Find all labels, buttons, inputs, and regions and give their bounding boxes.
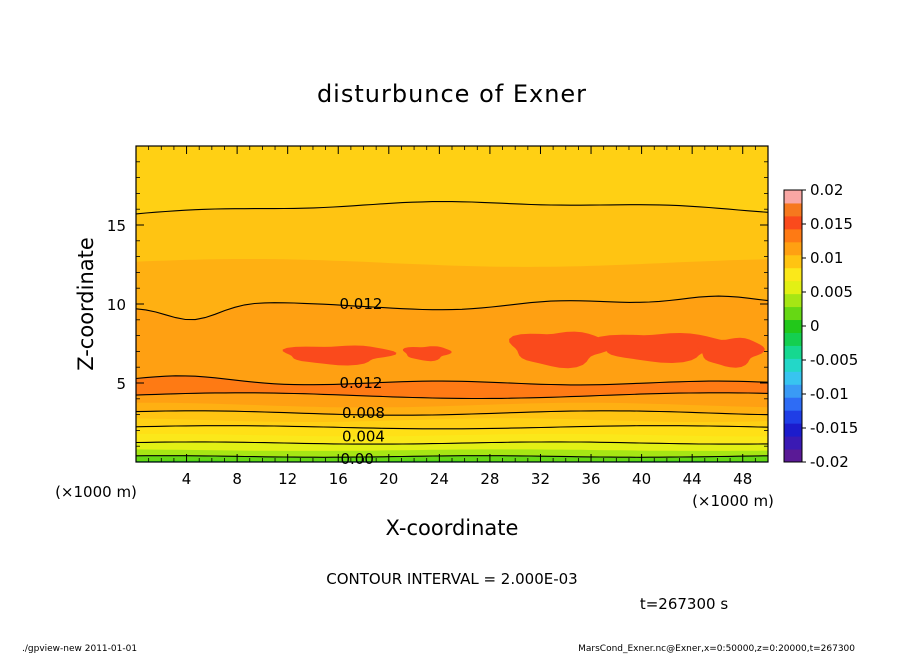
colorbar-tick-label: 0.02 — [810, 181, 843, 199]
contour-labels: 0.012 0.012 0.008 0.004 0.00 — [340, 295, 385, 468]
colorbar-tick-label: 0.01 — [810, 249, 843, 267]
contour-maximum-region — [509, 331, 613, 369]
colorbar-segment — [784, 215, 802, 230]
contour-label: 0.008 — [342, 404, 385, 422]
x-tick-label: 8 — [232, 470, 242, 488]
contour-line — [136, 455, 768, 458]
colorbar — [783, 189, 803, 463]
contour-label-text: 0.008 — [342, 404, 385, 422]
x-tick-label: 16 — [329, 470, 348, 488]
contour-label: 0.00 — [340, 450, 373, 468]
colorbar-segment — [784, 332, 802, 346]
colorbar-segment — [784, 397, 802, 411]
colorbar-segment — [784, 436, 802, 450]
contour-line — [136, 441, 768, 445]
y-tick-label: 15 — [107, 217, 126, 235]
contour-maximum-region — [282, 345, 397, 366]
colorbar-tick-label: -0.02 — [810, 453, 849, 471]
colorbar-segment — [784, 319, 802, 333]
contour-label: 0.012 — [340, 374, 383, 392]
contour-label-text: 0.004 — [342, 428, 385, 446]
colorbar-segment — [784, 410, 802, 424]
x-axis-label: X-coordinate — [386, 516, 519, 540]
colorbar-tick-label: -0.015 — [810, 419, 858, 437]
colorbar-segment — [784, 371, 802, 385]
colorbar-segment — [784, 228, 802, 243]
colorbar-segment — [784, 280, 802, 295]
chart-title: disturbunce of Exner — [317, 80, 587, 108]
x-tick-label: 48 — [733, 470, 752, 488]
contour-line — [136, 295, 768, 321]
colorbar-segment — [784, 358, 802, 372]
colorbar-segment — [784, 267, 802, 282]
contour-maximum-region — [697, 337, 765, 368]
contour-line — [136, 375, 768, 386]
colorbar-tick-label: 0.005 — [810, 283, 853, 301]
y-axis-label: Z-coordinate — [74, 237, 98, 371]
colorbar-segment — [784, 241, 802, 256]
x-tick-label: 40 — [632, 470, 651, 488]
x-tick-label: 36 — [581, 470, 600, 488]
contour-lines — [136, 201, 768, 458]
colorbar-segment — [784, 293, 802, 308]
x-tick-label: 24 — [430, 470, 449, 488]
x-tick-label: 28 — [480, 470, 499, 488]
x-tick-label: 20 — [379, 470, 398, 488]
contour-maximum-region — [402, 346, 452, 362]
colorbar-segment — [784, 449, 802, 463]
colorbar-segment — [784, 345, 802, 359]
colorbar-tick-label: -0.005 — [810, 351, 858, 369]
x-tick-label: 44 — [683, 470, 702, 488]
y-tick-label: 5 — [116, 375, 126, 393]
contour-maximum-region — [594, 333, 730, 363]
contour-label-text: 0.012 — [340, 295, 383, 313]
x-axis-ticks: 4 8 12 16 20 24 28 32 36 40 44 48 — [148, 146, 756, 488]
colorbar-segment — [784, 254, 802, 269]
colorbar-segment — [784, 384, 802, 398]
x-tick-label: 4 — [182, 470, 192, 488]
y-axis-ticks: 5 10 15 — [107, 161, 768, 447]
y-tick-label: 10 — [107, 296, 126, 314]
contour-line — [136, 410, 768, 416]
colorbar-tick-labels: 0.02 0.015 0.01 0.005 0 -0.005 -0.01 -0.015 -0.0… — [802, 181, 858, 471]
colorbar-segment — [784, 190, 802, 204]
contour-label: 0.004 — [342, 428, 385, 446]
colorbar-segment — [784, 202, 802, 217]
footer-right-text: MarsCond_Exner.nc@Exner,x=0:50000,z=0:20… — [578, 644, 855, 654]
x-unit-label: (×1000 m) — [692, 492, 774, 510]
contour-interval-text: CONTOUR INTERVAL = 2.000E-03 — [326, 570, 577, 588]
contour-label-text: 0.00 — [340, 450, 373, 468]
colorbar-tick-label: 0.015 — [810, 215, 853, 233]
contour-label: 0.012 — [340, 295, 383, 313]
contour-label-text: 0.012 — [340, 374, 383, 392]
colorbar-tick-label: -0.01 — [810, 385, 849, 403]
time-stamp: t=267300 s — [640, 595, 728, 613]
footer-left-text: ./gpview-new 2011-01-01 — [22, 644, 137, 654]
x-tick-label: 12 — [278, 470, 297, 488]
colorbar-segment — [784, 423, 802, 437]
x-tick-label: 32 — [531, 470, 550, 488]
contour-line — [136, 201, 768, 215]
colorbar-segment — [784, 306, 802, 321]
contour-line — [136, 392, 768, 400]
colorbar-tick-label: 0 — [810, 317, 820, 335]
contour-line — [136, 425, 768, 430]
y-unit-label: (×1000 m) — [55, 483, 137, 501]
